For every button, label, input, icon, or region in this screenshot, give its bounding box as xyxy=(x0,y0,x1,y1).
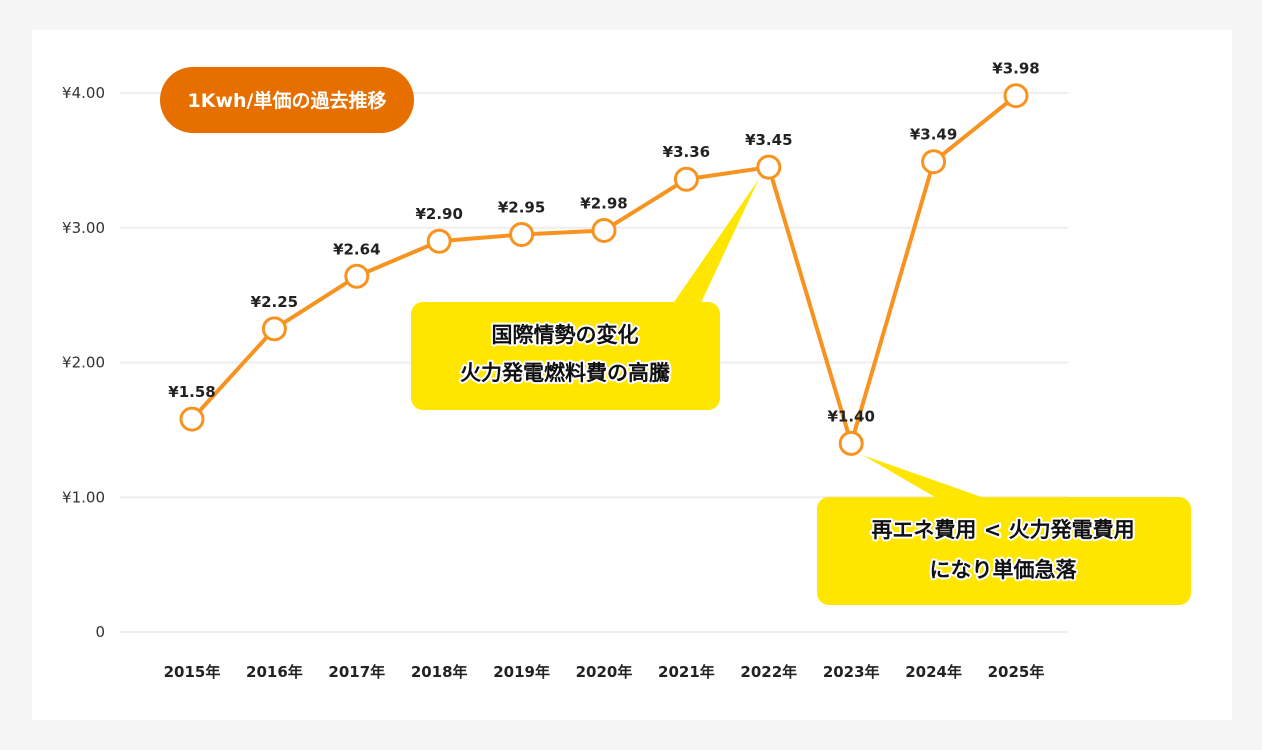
x-tick-label: 2024年 xyxy=(905,663,962,681)
x-tick-label: 2016年 xyxy=(246,663,303,681)
x-tick-label: 2019年 xyxy=(493,663,550,681)
x-tick-label: 2017年 xyxy=(328,663,385,681)
y-tick-label: ¥2.00 xyxy=(62,354,105,372)
x-tick-label: 2020年 xyxy=(576,663,633,681)
data-label: ¥3.49 xyxy=(910,126,957,144)
data-label: ¥1.40 xyxy=(827,407,874,425)
data-label: ¥2.90 xyxy=(415,205,462,223)
annotation-text: 再エネ費用 < 火力発電費用 xyxy=(871,518,1134,542)
title-badge: 1Kwh/単価の過去推移 xyxy=(160,67,414,133)
x-tick-label: 2022年 xyxy=(740,663,797,681)
annotation-text: 国際情勢の変化 xyxy=(492,323,639,347)
data-label: ¥2.25 xyxy=(251,293,298,311)
x-tick-label: 2025年 xyxy=(988,663,1045,681)
data-point xyxy=(179,406,205,432)
x-tick-label: 2021年 xyxy=(658,663,715,681)
data-point xyxy=(1003,83,1029,109)
annotation-text: になり単価急落 xyxy=(930,558,1078,582)
data-label: ¥3.45 xyxy=(745,131,792,149)
annotation-text: 火力発電燃料費の高騰 xyxy=(460,361,671,385)
data-point xyxy=(344,263,370,289)
y-tick-label: ¥3.00 xyxy=(62,219,105,237)
data-point xyxy=(921,149,947,175)
data-point xyxy=(673,166,699,192)
data-point xyxy=(591,217,617,243)
y-tick-label: 0 xyxy=(95,623,105,641)
x-tick-label: 2023年 xyxy=(823,663,880,681)
data-point xyxy=(426,228,452,254)
data-label: ¥2.95 xyxy=(498,198,545,216)
data-label: ¥3.36 xyxy=(663,143,710,161)
y-tick-label: ¥4.00 xyxy=(62,84,105,102)
x-tick-label: 2015年 xyxy=(164,663,221,681)
data-point xyxy=(509,221,535,247)
data-label: ¥2.64 xyxy=(333,240,380,258)
data-label: ¥2.98 xyxy=(580,194,627,212)
data-label: ¥1.58 xyxy=(168,383,215,401)
data-point xyxy=(838,430,864,456)
chart-title: 1Kwh/単価の過去推移 xyxy=(188,89,387,112)
data-point xyxy=(261,316,287,342)
x-tick-label: 2018年 xyxy=(411,663,468,681)
y-tick-label: ¥1.00 xyxy=(62,488,105,506)
data-point xyxy=(756,154,782,180)
data-label: ¥3.98 xyxy=(992,60,1039,78)
